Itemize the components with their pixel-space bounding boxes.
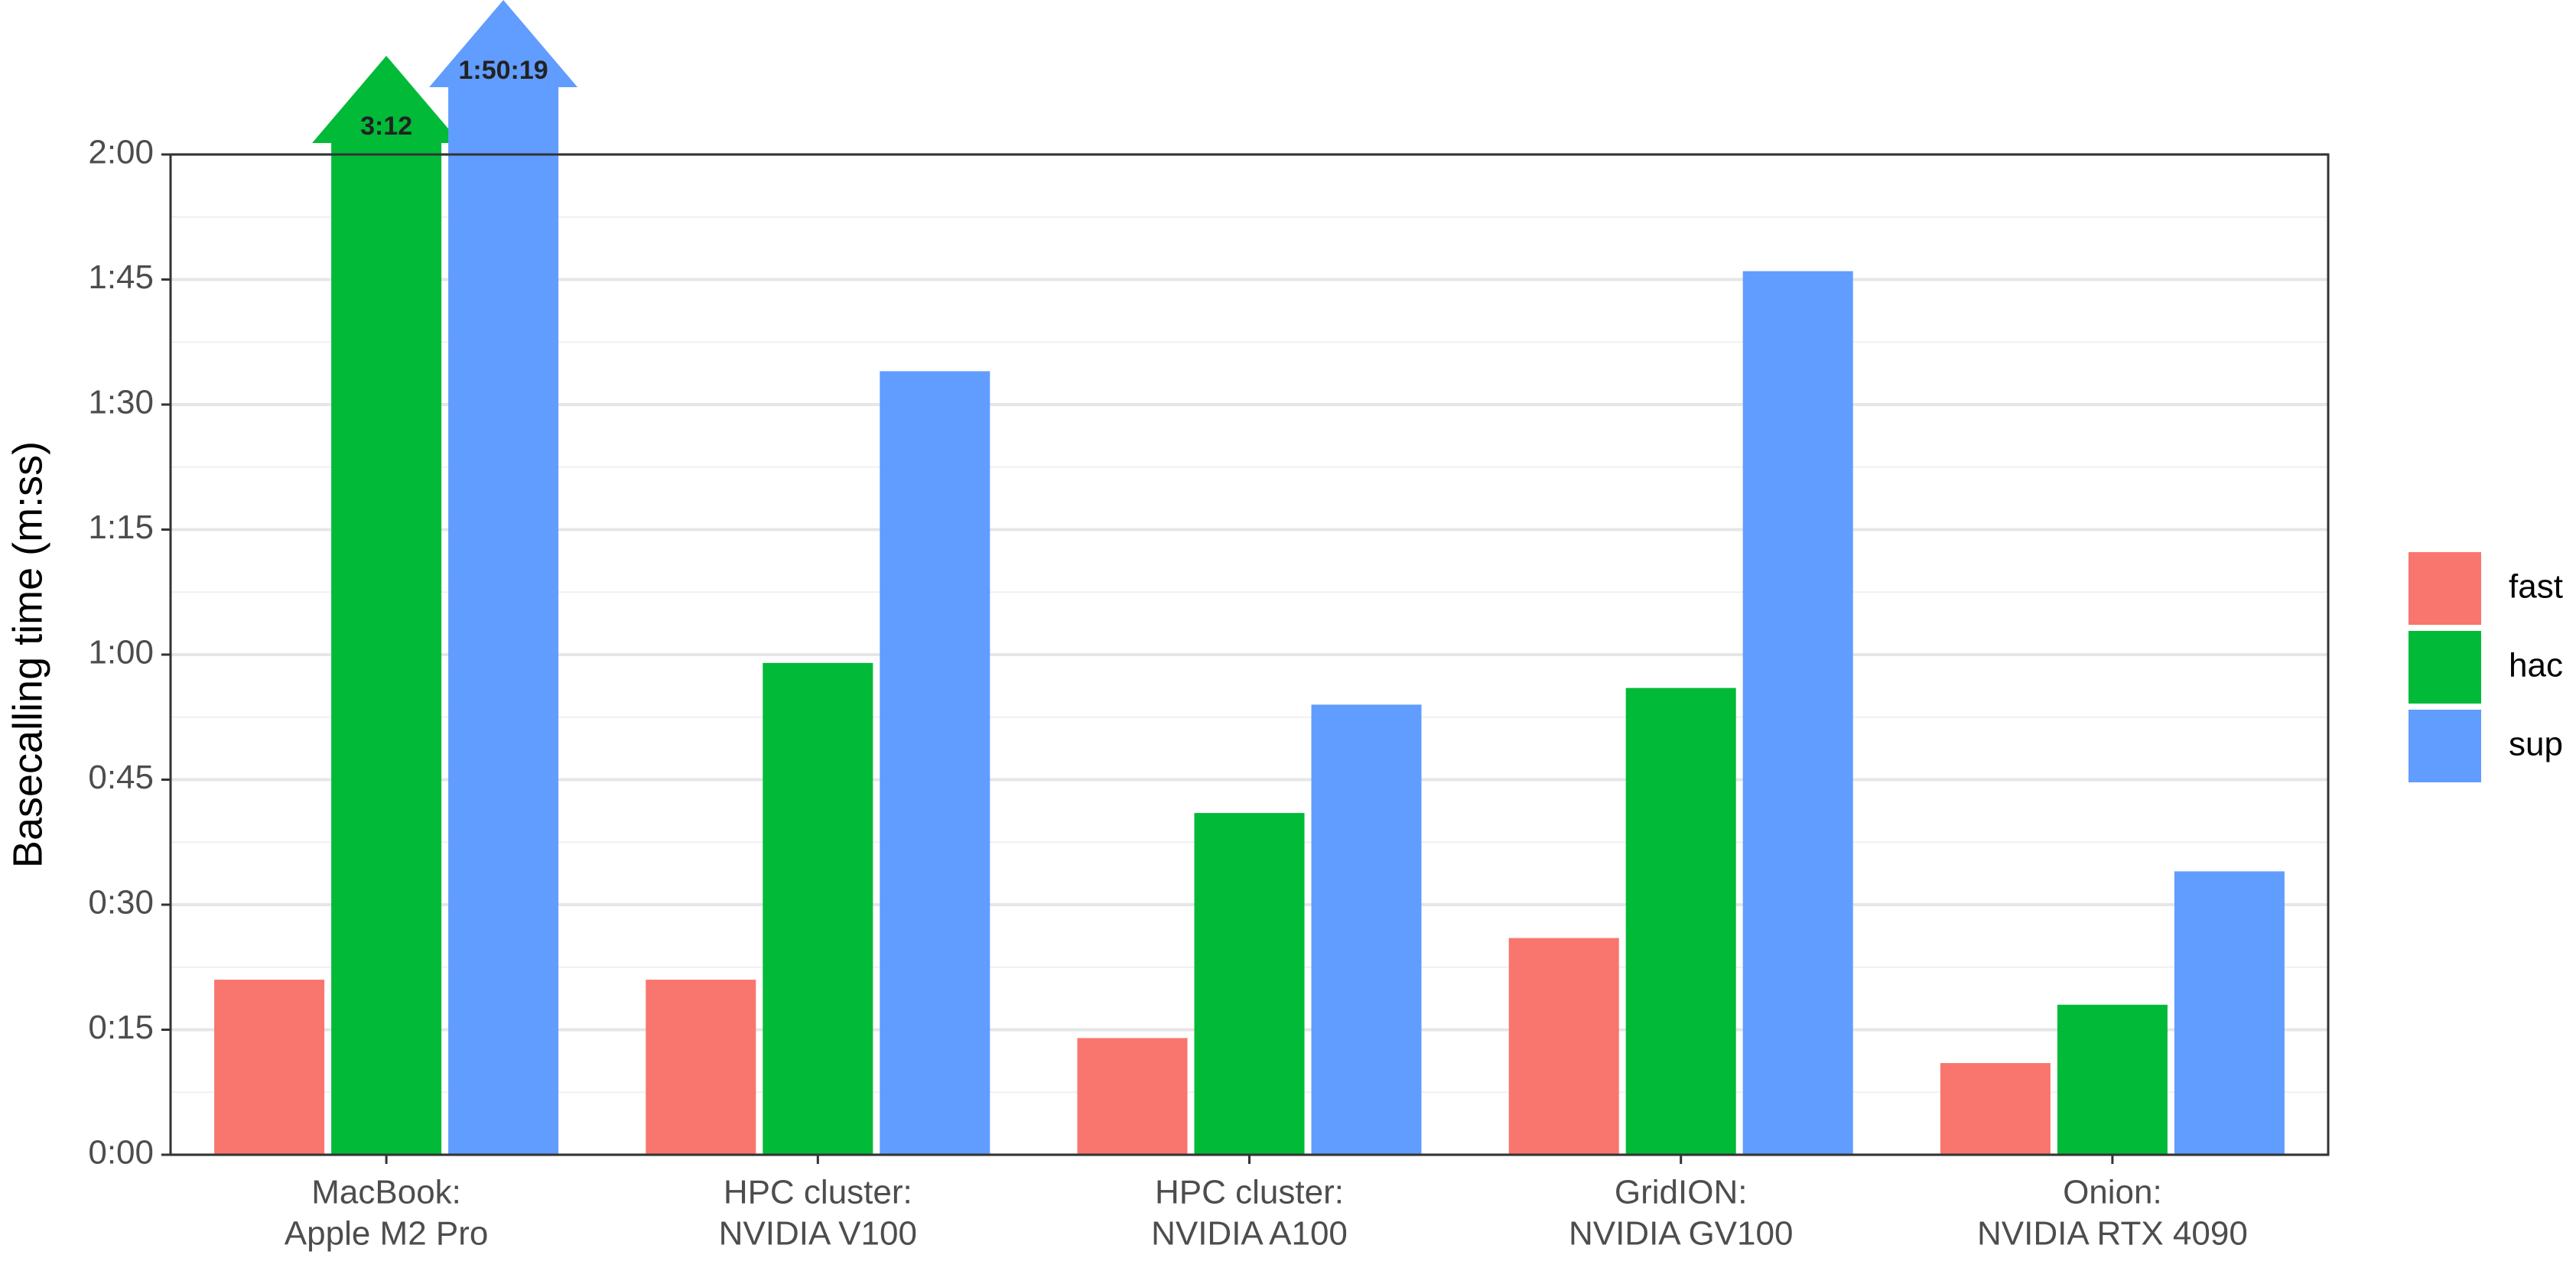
bar [1742,271,1853,1156]
legend-label: sup [2509,726,2563,763]
legend-key [2408,552,2481,625]
x-tick-label: HPC cluster: [1155,1174,1344,1211]
x-tick-label: MacBook: [311,1174,461,1211]
bar [880,371,990,1155]
y-tick-label: 1:00 [88,634,154,671]
bar [214,980,325,1155]
bar [1940,1063,2051,1155]
x-tick-label: Onion: [2063,1174,2162,1211]
y-tick-label: 1:30 [88,384,154,421]
value-label: 1:50:19 [458,56,548,85]
y-tick-label: 1:45 [88,258,154,296]
y-tick-label: 1:15 [88,509,154,546]
y-tick-label: 0:45 [88,759,154,796]
bar [1077,1038,1188,1155]
overflow-bar [312,56,461,1155]
bar [646,980,756,1155]
y-axis-title: Basecalling time (m:ss) [5,441,50,868]
bar [1508,938,1619,1155]
x-tick-label: Apple M2 Pro [285,1215,489,1253]
y-tick-label: 0:00 [88,1134,154,1172]
overflow-bar [429,0,578,1155]
x-tick-label: NVIDIA V100 [719,1215,917,1253]
x-tick-label: NVIDIA RTX 4090 [1977,1215,2248,1253]
panel-border [169,153,2330,1156]
value-label: 3:12 [360,112,412,141]
legend-label: hac [2509,647,2563,684]
legend-key [2408,710,2481,782]
x-tick-label: NVIDIA A100 [1151,1215,1348,1253]
bar [1194,813,1305,1155]
x-tick-label: HPC cluster: [724,1174,912,1211]
legend-label: fast [2509,568,2563,606]
x-tick-label: GridION: [1615,1174,1748,1211]
y-tick-label: 0:15 [88,1009,154,1046]
x-tick-label: NVIDIA GV100 [1569,1215,1793,1253]
bar [763,662,873,1155]
y-tick-label: 0:30 [88,884,154,922]
bar [2057,1004,2168,1155]
y-tick-label: 2:00 [88,134,154,171]
legend-key [2408,631,2481,704]
bar [2174,871,2285,1155]
bar [1625,688,1736,1155]
bar [1311,704,1422,1155]
